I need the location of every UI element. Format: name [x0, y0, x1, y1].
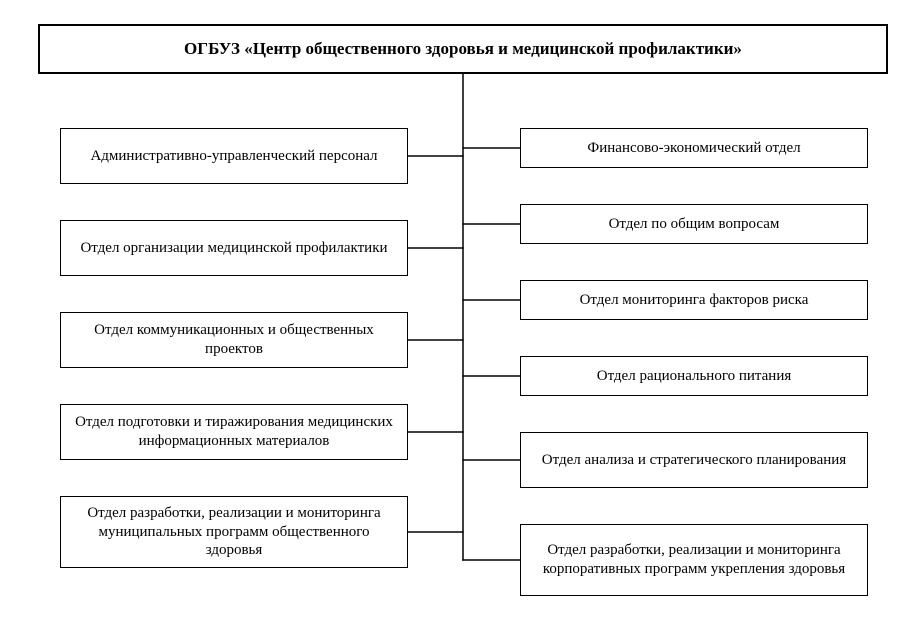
right-node-3-label: Отдел рационального питания	[597, 367, 792, 386]
right-node-1: Отдел по общим вопросам	[520, 204, 868, 244]
left-node-0-label: Административно-управленческий персонал	[90, 147, 377, 166]
left-node-3: Отдел подготовки и тиражирования медицин…	[60, 404, 408, 460]
left-node-3-label: Отдел подготовки и тиражирования медицин…	[71, 413, 397, 451]
right-node-5: Отдел разработки, реализации и мониторин…	[520, 524, 868, 596]
right-node-5-label: Отдел разработки, реализации и мониторин…	[531, 541, 857, 579]
left-node-0: Административно-управленческий персонал	[60, 128, 408, 184]
left-node-4: Отдел разработки, реализации и мониторин…	[60, 496, 408, 568]
org-chart-canvas: ОГБУЗ «Центр общественного здоровья и ме…	[0, 0, 924, 638]
left-node-2-label: Отдел коммуникационных и общественных пр…	[71, 321, 397, 359]
right-node-3: Отдел рационального питания	[520, 356, 868, 396]
right-node-4-label: Отдел анализа и стратегического планиров…	[542, 451, 846, 470]
left-node-2: Отдел коммуникационных и общественных пр…	[60, 312, 408, 368]
right-node-0: Финансово-экономический отдел	[520, 128, 868, 168]
right-node-0-label: Финансово-экономический отдел	[587, 139, 800, 158]
right-node-2-label: Отдел мониторинга факторов риска	[580, 291, 809, 310]
root-node-label: ОГБУЗ «Центр общественного здоровья и ме…	[184, 38, 742, 59]
right-node-4: Отдел анализа и стратегического планиров…	[520, 432, 868, 488]
left-node-4-label: Отдел разработки, реализации и мониторин…	[71, 504, 397, 560]
right-node-1-label: Отдел по общим вопросам	[609, 215, 780, 234]
left-node-1-label: Отдел организации медицинской профилакти…	[80, 239, 387, 258]
root-node: ОГБУЗ «Центр общественного здоровья и ме…	[38, 24, 888, 74]
left-node-1: Отдел организации медицинской профилакти…	[60, 220, 408, 276]
right-node-2: Отдел мониторинга факторов риска	[520, 280, 868, 320]
